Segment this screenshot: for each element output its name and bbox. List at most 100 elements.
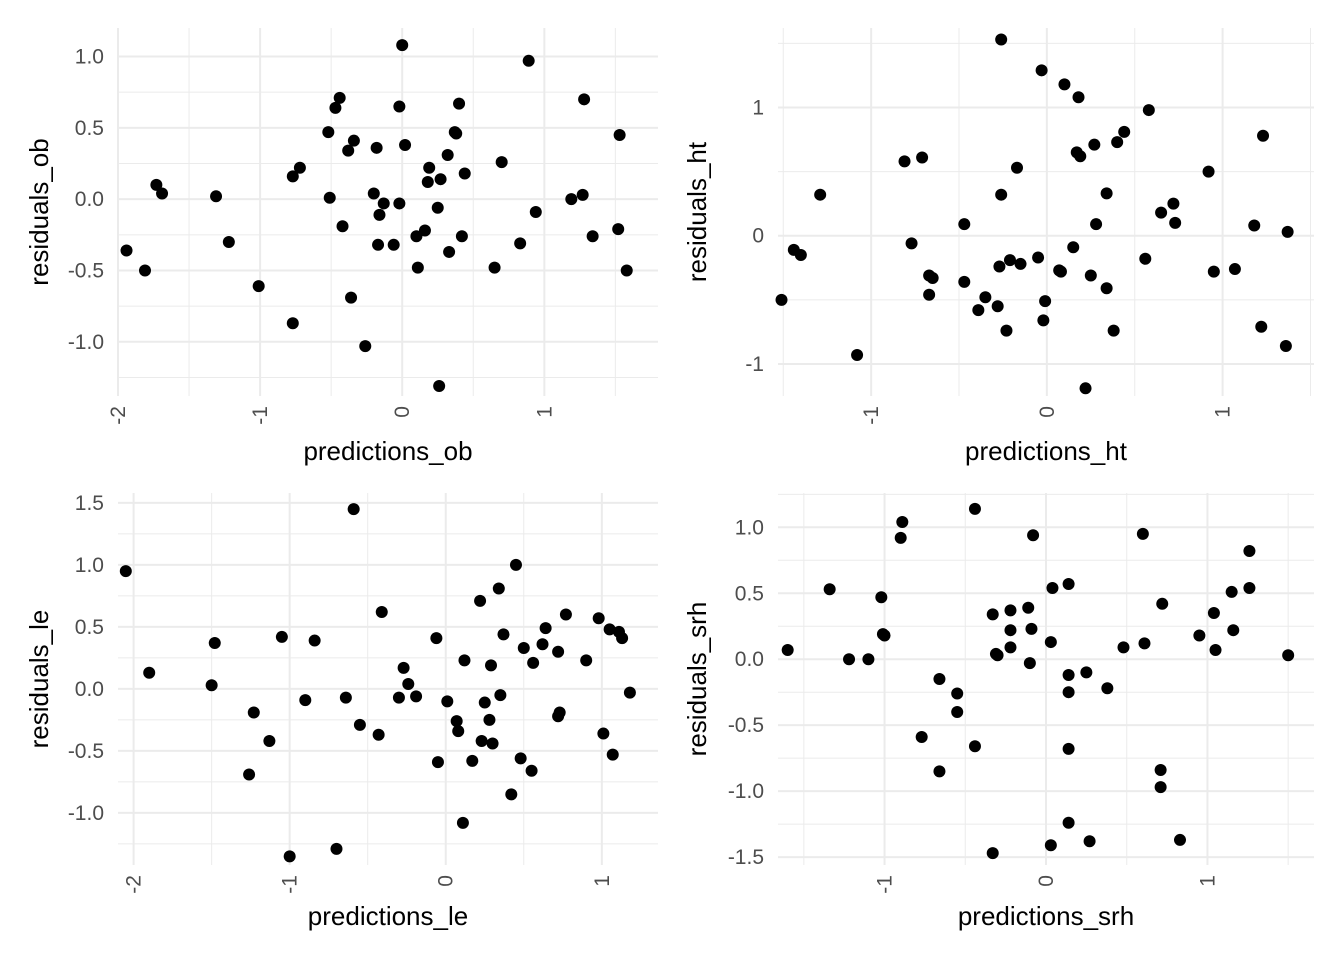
scatter-point <box>431 201 444 214</box>
scatter-point <box>494 689 507 702</box>
scatter-point <box>1154 764 1167 777</box>
scatter-point <box>1080 666 1093 679</box>
scatter-point <box>995 33 1008 46</box>
scatter-point <box>286 170 299 183</box>
scatter-point <box>1156 597 1169 610</box>
y-tick-label: 0.5 <box>75 117 104 140</box>
y-tick-label: 1.0 <box>735 516 764 539</box>
y-tick-label: -0.5 <box>728 714 764 737</box>
scatter-point <box>1004 604 1017 617</box>
scatter-point <box>1243 545 1256 558</box>
scatter-point <box>458 167 471 180</box>
scatter-point <box>1062 816 1075 829</box>
scatter-point <box>372 728 385 741</box>
scatter-point <box>283 850 296 863</box>
scatter-point <box>1243 581 1256 594</box>
scatter-point <box>781 643 794 656</box>
scatter-point <box>370 141 383 154</box>
scatter-point <box>923 288 936 301</box>
scatter-point <box>878 629 891 642</box>
scatter-point <box>263 735 276 747</box>
scatter-point <box>353 718 366 731</box>
scatter-point <box>339 691 352 704</box>
y-tick-label: 0.5 <box>735 582 764 605</box>
scatter-point <box>1139 252 1152 265</box>
scatter-point <box>580 654 593 667</box>
x-tick-label: 0 <box>1035 875 1058 887</box>
scatter-point <box>995 188 1008 201</box>
scatter-point <box>455 230 468 243</box>
y-tick-label: -0.5 <box>68 740 104 763</box>
scatter-point <box>1111 136 1124 149</box>
scatter-point <box>539 622 552 635</box>
scatter-point <box>991 649 1004 662</box>
scatter-point <box>286 317 299 330</box>
scatter-point <box>933 673 946 685</box>
scatter-point <box>1101 682 1114 695</box>
scatter-point <box>359 340 372 353</box>
x-tick-label: -1 <box>249 406 272 425</box>
scatter-point <box>612 223 625 236</box>
scatter-point <box>342 144 355 157</box>
scatter-point <box>522 54 535 67</box>
scatter-point <box>620 264 633 277</box>
scatter-point <box>603 623 616 636</box>
scatter-point <box>452 725 465 738</box>
scatter-panel-ht: -1 0 1 -1 0 1 predictions_ht residuals_ht <box>682 28 1314 466</box>
scatter-point <box>336 220 349 233</box>
y-tick-label: 1.0 <box>75 554 104 577</box>
scatter-point <box>347 134 360 147</box>
scatter-point <box>553 706 566 719</box>
scatter-point <box>423 161 436 174</box>
scatter-point <box>525 764 538 777</box>
y-tick-label: -1.0 <box>68 802 104 825</box>
scatter-point <box>1090 218 1103 231</box>
scatter-point <box>1257 129 1270 142</box>
scatter-point <box>396 39 409 52</box>
scatter-point <box>1067 241 1080 254</box>
scatter-point <box>1004 641 1017 654</box>
scatter-point <box>150 178 163 191</box>
scatter-point <box>308 634 321 647</box>
scatter-point <box>330 842 343 855</box>
scatter-point <box>377 197 390 210</box>
scatter-point <box>222 235 235 248</box>
scatter-point <box>1062 686 1075 699</box>
scatter-point <box>592 612 605 625</box>
scatter-point <box>896 516 909 529</box>
scatter-point <box>1004 624 1017 637</box>
x-tick-label: 1 <box>591 875 614 887</box>
scatter-point <box>430 632 443 645</box>
scatter-point <box>1100 187 1113 200</box>
scatter-point <box>333 91 346 104</box>
scatter-point <box>486 737 499 750</box>
scatter-point <box>410 690 423 703</box>
scatter-point <box>441 695 454 708</box>
y-tick-label: 0.0 <box>735 648 764 671</box>
scatter-point <box>156 187 169 200</box>
x-tick-label: -2 <box>107 406 130 425</box>
y-tick-label: 0 <box>752 225 764 248</box>
scatter-point <box>1207 607 1220 620</box>
scatter-point <box>794 248 807 261</box>
scatter-point <box>293 161 306 174</box>
x-tick-label: 0 <box>391 406 414 418</box>
scatter-point <box>1227 624 1240 637</box>
scatter-point <box>972 304 985 317</box>
scatter-point <box>509 558 522 571</box>
scatter-point <box>434 173 447 186</box>
scatter-point <box>139 264 151 277</box>
scatter-point <box>372 238 385 251</box>
scatter-point <box>1046 581 1059 594</box>
scatter-point <box>623 686 636 699</box>
scatter-point <box>1074 150 1087 163</box>
scatter-point <box>986 847 999 860</box>
scatter-point <box>1022 601 1035 614</box>
scatter-point <box>329 101 342 114</box>
y-tick-label: -1.5 <box>728 846 764 869</box>
x-axis-title: predictions_ht <box>965 436 1128 466</box>
y-tick-label: 1.0 <box>75 46 104 69</box>
scatter-point <box>578 93 591 106</box>
scatter-point <box>991 300 1004 313</box>
x-axis-title: predictions_le <box>308 901 468 931</box>
